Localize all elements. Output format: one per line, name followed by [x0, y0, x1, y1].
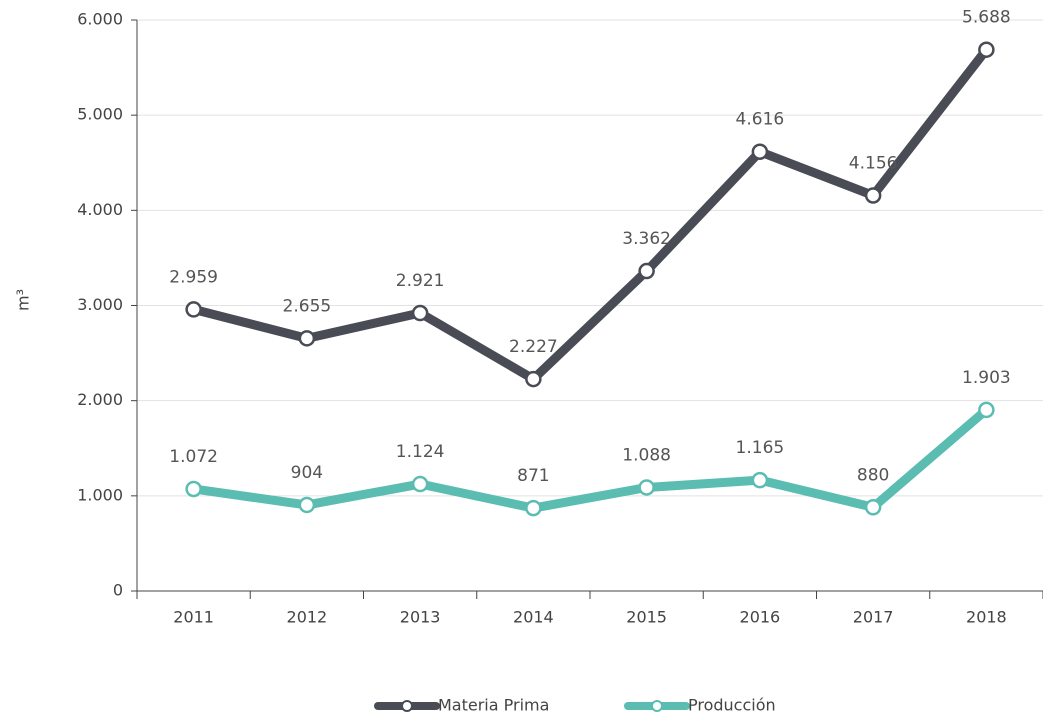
data-label: 2.921 [396, 271, 445, 291]
point [298, 496, 316, 514]
point [525, 499, 542, 517]
data-label: 2.959 [169, 267, 218, 287]
series-line [192, 406, 990, 513]
point [751, 143, 769, 160]
data-label: 1.165 [736, 438, 785, 458]
y-tick-label: 0 [113, 581, 123, 600]
point [185, 480, 202, 498]
x-tick-label: 2014 [513, 608, 554, 627]
x-tick-label: 2013 [400, 608, 441, 627]
point [864, 499, 882, 516]
legend-label: Materia Prima [438, 696, 549, 715]
data-label: 871 [517, 466, 549, 486]
y-tick-label: 4.000 [77, 200, 123, 219]
y-tick-label: 1.000 [77, 485, 123, 504]
data-label: 5.688 [962, 8, 1011, 28]
point [185, 301, 202, 318]
point [978, 41, 995, 58]
data-label: 1.072 [169, 447, 218, 467]
data-label: 4.616 [736, 110, 785, 130]
x-tick-label: 2012 [287, 608, 328, 627]
x-tick-label: 2018 [966, 608, 1007, 627]
x-tick-label: 2017 [853, 608, 894, 627]
y-tick-label: 3.000 [77, 295, 123, 314]
legend-marker [401, 700, 413, 712]
y-tick-label: 5.000 [77, 105, 123, 124]
y-tick-label: 6.000 [77, 10, 123, 29]
data-label: 1.124 [396, 442, 445, 462]
data-label: 2.655 [283, 296, 332, 316]
data-label: 904 [291, 463, 323, 483]
data-label: 880 [857, 465, 889, 485]
point [864, 187, 882, 204]
y-tick-label: 2.000 [77, 390, 123, 409]
point [638, 479, 655, 496]
point [411, 304, 429, 322]
point [525, 370, 542, 388]
data-label: 3.362 [622, 229, 671, 249]
y-axis-label: m³ [14, 289, 33, 311]
data-label: 1.088 [622, 445, 671, 465]
point [978, 401, 995, 419]
point [638, 262, 655, 280]
legend-marker [651, 700, 663, 712]
point [411, 475, 429, 493]
x-tick-label: 2016 [740, 608, 781, 627]
data-label: 2.227 [509, 337, 558, 357]
x-tick-label: 2011 [173, 608, 214, 627]
data-label: 4.156 [849, 153, 898, 173]
point [298, 330, 316, 347]
point [751, 471, 769, 489]
data-label: 1.903 [962, 368, 1011, 388]
legend-label: Producción [688, 696, 776, 715]
x-tick-label: 2015 [626, 608, 667, 627]
series-line [192, 46, 990, 384]
